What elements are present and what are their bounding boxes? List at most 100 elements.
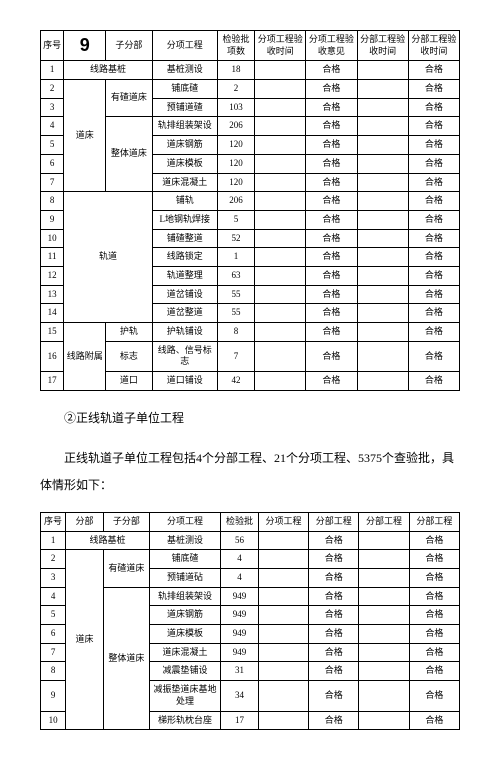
cell-c8	[359, 531, 409, 550]
t2-h3: 子分部	[103, 512, 149, 531]
row-no: 5	[41, 606, 66, 625]
cell-c9: 合格	[409, 662, 459, 681]
cell-zifenbu: 有碴道床	[106, 80, 153, 117]
cell-proj: 道床模板	[152, 154, 217, 173]
table-2-body: 1线路基桩基桩测设56合格合格2道床有碴道床铺底碴4合格合格3预铺道砧4合格合格…	[41, 531, 460, 730]
cell-c6	[255, 372, 306, 391]
cell-c8	[359, 569, 409, 588]
row-no: 6	[41, 154, 64, 173]
cell-c9: 合格	[408, 154, 459, 173]
cell-c7: 合格	[309, 569, 359, 588]
t2-h9: 分部工程	[409, 512, 459, 531]
cell-count: 1	[217, 248, 254, 267]
t1-h2: 9	[64, 31, 106, 61]
cell-count: 206	[217, 192, 254, 211]
cell-count: 56	[221, 531, 259, 550]
row-no: 15	[41, 323, 64, 342]
cell-c8	[357, 136, 408, 155]
cell-c7: 合格	[306, 372, 357, 391]
cell-c9: 合格	[408, 304, 459, 323]
cell-c8	[357, 341, 408, 371]
table-row: 15线路附属护轨护轨铺设8合格合格	[41, 323, 460, 342]
t1-h7: 分项工程验收意见	[306, 31, 357, 61]
cell-c9: 合格	[408, 229, 459, 248]
cell-count: 17	[221, 711, 259, 730]
cell-c8	[359, 625, 409, 644]
cell-c7: 合格	[306, 210, 357, 229]
cell-c6	[255, 229, 306, 248]
cell-proj: 铺底碴	[152, 80, 217, 99]
row-no: 17	[41, 372, 64, 391]
cell-zifenbu: 标志	[106, 341, 153, 371]
cell-c6	[258, 681, 308, 711]
cell-c7: 合格	[306, 266, 357, 285]
cell-fenbu: 线路附属	[64, 323, 106, 391]
cell-proj: 线路、信号标志	[152, 341, 217, 371]
cell-c6	[255, 210, 306, 229]
row-no: 4	[41, 117, 64, 136]
cell-zifenbu: 道口	[106, 372, 153, 391]
row-no: 2	[41, 80, 64, 99]
cell-c7: 合格	[306, 192, 357, 211]
cell-c9: 合格	[408, 372, 459, 391]
cell-proj: 梯形轨枕台座	[149, 711, 220, 730]
table-row: 4整体道床轨排组装架设949合格合格	[41, 587, 460, 606]
cell-count: 55	[217, 285, 254, 304]
cell-c8	[357, 304, 408, 323]
cell-c9: 合格	[408, 285, 459, 304]
cell-c6	[258, 643, 308, 662]
row-no: 8	[41, 662, 66, 681]
cell-c7: 合格	[306, 98, 357, 117]
cell-fenbu: 线路基桩	[66, 531, 150, 550]
cell-count: 63	[217, 266, 254, 285]
cell-c9: 合格	[408, 341, 459, 371]
cell-c9: 合格	[409, 681, 459, 711]
section-body: 正线轨道子单位工程包括4个分部工程、21个分项工程、5375个查验批，具体情形如…	[40, 445, 460, 498]
row-no: 9	[41, 681, 66, 711]
cell-proj: 道床混凝土	[152, 173, 217, 192]
cell-c6	[255, 98, 306, 117]
cell-c6	[255, 248, 306, 267]
cell-proj: 道岔整道	[152, 304, 217, 323]
cell-count: 206	[217, 117, 254, 136]
row-no: 2	[41, 550, 66, 569]
table-row: 1线路基桩基桩测设18合格合格	[41, 61, 460, 80]
cell-proj: 道床模板	[149, 625, 220, 644]
cell-c8	[357, 154, 408, 173]
cell-c8	[359, 643, 409, 662]
row-no: 8	[41, 192, 64, 211]
table-2-head: 序号 分部 子分部 分项工程 检验批 分项工程 分部工程 分部工程 分部工程	[41, 512, 460, 531]
cell-c7: 合格	[306, 323, 357, 342]
cell-proj: 铺轨	[152, 192, 217, 211]
cell-c6	[258, 531, 308, 550]
cell-count: 120	[217, 136, 254, 155]
cell-proj: 轨道整理	[152, 266, 217, 285]
cell-count: 4	[221, 569, 259, 588]
cell-c9: 合格	[409, 643, 459, 662]
cell-fenbu: 道床	[66, 550, 104, 730]
cell-count: 55	[217, 304, 254, 323]
cell-proj: 铺碴整道	[152, 229, 217, 248]
cell-c7: 合格	[309, 662, 359, 681]
cell-c7: 合格	[306, 341, 357, 371]
cell-proj: 轨排组装架设	[152, 117, 217, 136]
row-no: 16	[41, 341, 64, 371]
cell-c8	[359, 681, 409, 711]
cell-c9: 合格	[409, 531, 459, 550]
cell-c8	[357, 229, 408, 248]
cell-proj: 预铺道砧	[149, 569, 220, 588]
row-no: 3	[41, 569, 66, 588]
cell-c6	[255, 323, 306, 342]
cell-c7: 合格	[306, 304, 357, 323]
row-no: 4	[41, 587, 66, 606]
cell-count: 103	[217, 98, 254, 117]
row-no: 10	[41, 229, 64, 248]
cell-c8	[357, 98, 408, 117]
cell-c9: 合格	[409, 711, 459, 730]
cell-c8	[357, 173, 408, 192]
t1-h6: 分项工程验收时间	[255, 31, 306, 61]
cell-c9: 合格	[409, 587, 459, 606]
cell-proj: 基桩测设	[152, 61, 217, 80]
cell-c8	[359, 587, 409, 606]
cell-c9: 合格	[408, 80, 459, 99]
